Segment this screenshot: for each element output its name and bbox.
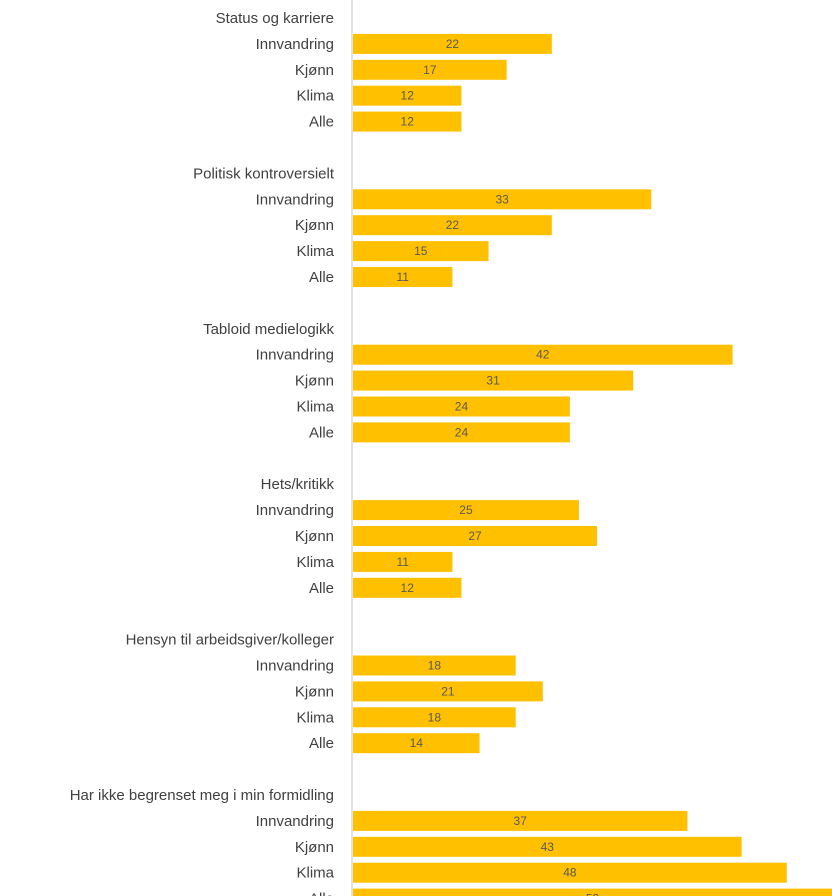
bar xyxy=(353,370,634,391)
bar xyxy=(353,836,742,857)
category-tick-label: Innvandring xyxy=(256,36,334,53)
bar xyxy=(353,396,570,417)
data-label: 11 xyxy=(396,270,409,284)
category-tick-label: Klima xyxy=(296,554,334,571)
bar xyxy=(353,577,462,598)
bar xyxy=(353,85,462,106)
category-tick-label: Klima xyxy=(296,709,334,726)
data-label: 14 xyxy=(410,736,424,750)
bar xyxy=(353,241,489,262)
bar xyxy=(353,422,570,443)
category-tick-label: Innvandring xyxy=(256,502,334,519)
group-label: Har ikke begrenset meg i min formidling xyxy=(70,787,334,804)
bar xyxy=(353,707,516,728)
category-tick-label: Alle xyxy=(309,891,334,896)
group-label: Hets/kritikk xyxy=(261,476,335,493)
data-label: 48 xyxy=(563,866,577,880)
group-label: Status og karriere xyxy=(216,10,334,27)
data-label: 53 xyxy=(586,892,600,896)
category-tick-label: Klima xyxy=(296,399,334,416)
category-tick-label: Kjønn xyxy=(295,528,334,545)
bar xyxy=(353,33,552,54)
data-label: 12 xyxy=(401,89,415,103)
bar xyxy=(353,551,453,572)
category-tick-label: Innvandring xyxy=(256,813,334,830)
data-label: 27 xyxy=(468,529,482,543)
bar xyxy=(353,888,832,896)
data-label: 21 xyxy=(441,684,455,698)
category-tick-label: Innvandring xyxy=(256,658,334,675)
bar xyxy=(353,500,579,521)
bar xyxy=(353,267,453,287)
data-label: 31 xyxy=(486,374,500,388)
data-label: 24 xyxy=(455,400,469,414)
group-label: Politisk kontroversielt xyxy=(193,165,335,182)
category-tick-label: Alle xyxy=(309,735,334,752)
category-tick-label: Kjønn xyxy=(295,373,334,390)
data-label: 18 xyxy=(428,710,442,724)
bar xyxy=(353,189,652,210)
data-label: 25 xyxy=(459,503,473,517)
data-label: 33 xyxy=(495,192,509,206)
data-label: 22 xyxy=(446,37,460,51)
data-label: 12 xyxy=(401,581,415,595)
data-label: 15 xyxy=(414,244,428,258)
category-tick-label: Alle xyxy=(309,269,334,286)
bar xyxy=(353,733,480,754)
bar xyxy=(353,655,516,676)
bar xyxy=(353,344,733,365)
data-label: 11 xyxy=(396,555,409,569)
category-tick-label: Alle xyxy=(309,580,334,597)
data-label: 22 xyxy=(446,218,460,232)
bar xyxy=(353,215,552,236)
category-tick-label: Kjønn xyxy=(295,683,334,700)
category-tick-label: Innvandring xyxy=(256,191,334,208)
data-label: 43 xyxy=(541,840,555,854)
category-tick-label: Klima xyxy=(296,88,334,105)
bar xyxy=(353,526,598,546)
data-label: 24 xyxy=(455,425,469,439)
data-label: 42 xyxy=(536,348,550,362)
category-tick-label: Klima xyxy=(296,865,334,882)
category-tick-label: Alle xyxy=(309,424,334,441)
bar xyxy=(353,111,462,132)
bar xyxy=(353,810,688,831)
category-tick-label: Klima xyxy=(296,243,334,260)
category-tick-label: Kjønn xyxy=(295,839,334,856)
data-label: 37 xyxy=(514,814,528,828)
group-label: Tabloid medielogikk xyxy=(203,321,334,338)
category-tick-label: Kjønn xyxy=(295,217,334,234)
category-tick-label: Alle xyxy=(309,114,334,131)
bar xyxy=(353,681,543,702)
data-label: 18 xyxy=(428,659,442,673)
data-label: 17 xyxy=(423,63,437,77)
data-label: 12 xyxy=(401,115,415,129)
group-label: Hensyn til arbeidsgiver/kolleger xyxy=(126,632,334,649)
category-tick-label: Kjønn xyxy=(295,62,334,79)
category-tick-label: Innvandring xyxy=(256,347,334,364)
bar xyxy=(353,862,787,883)
bar xyxy=(353,59,507,80)
